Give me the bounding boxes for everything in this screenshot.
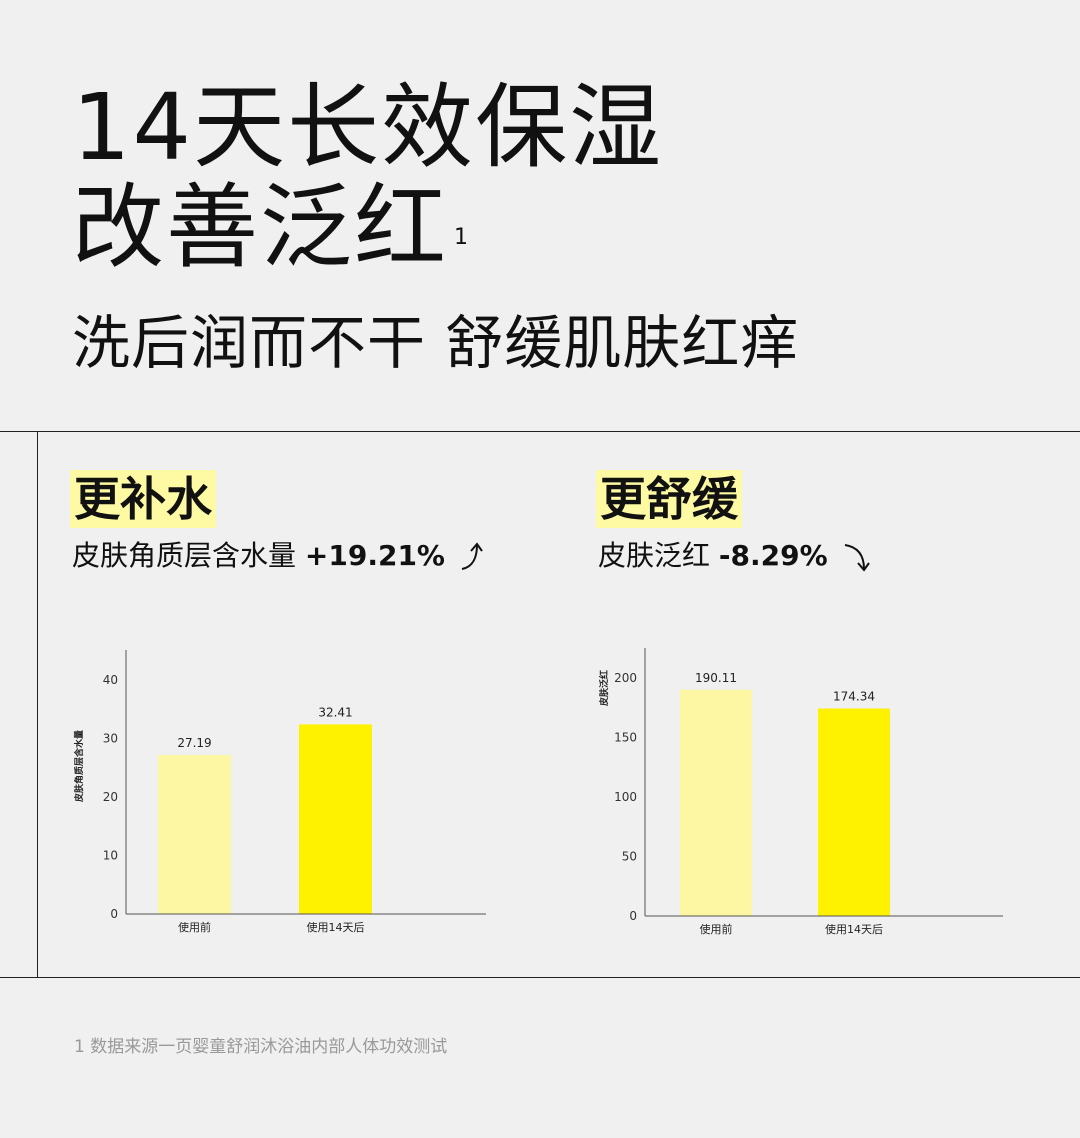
bar-before <box>158 754 231 914</box>
y-axis-label: 皮肤角质层含水量 <box>73 730 85 803</box>
y-tick-label: 50 <box>622 850 637 864</box>
y-tick-label: 30 <box>103 732 118 746</box>
metric-label: 皮肤角质层含水量 <box>72 539 305 572</box>
y-tick-label: 200 <box>614 671 637 685</box>
title-line-1: 14天长效保湿 <box>72 74 664 181</box>
page-title: 14天长效保湿 改善泛红 1 <box>72 78 663 278</box>
arrow-up-icon <box>461 542 483 570</box>
title-footnote-marker: 1 <box>454 225 471 250</box>
panel-metric-redness: 皮肤泛红 -8.29% <box>598 538 872 574</box>
y-tick-label: 20 <box>103 790 118 804</box>
y-tick-label: 100 <box>614 790 637 804</box>
x-tick-label: 使用前 <box>178 920 211 934</box>
bottom-divider <box>0 977 1080 978</box>
arrow-down-icon <box>844 544 870 572</box>
x-tick-label: 使用14天后 <box>307 921 365 934</box>
metric-value: +19.21% <box>304 539 445 572</box>
y-axis-label: 皮肤泛红 <box>598 670 610 707</box>
data-label: 174.34 <box>833 690 875 704</box>
y-tick-label: 0 <box>110 907 118 921</box>
chart-redness: 190.11 使用前 174.34 使用14天后 0 50 100 150 200 皮肤泛红 <box>598 648 1003 936</box>
y-tick-label: 10 <box>103 849 118 863</box>
page-subtitle: 洗后润而不干 舒缓肌肤红痒 <box>72 309 800 377</box>
panel-heading-hydration: 更补水 <box>70 470 216 528</box>
y-tick-label: 0 <box>629 909 637 923</box>
y-tick-label: 40 <box>103 673 118 687</box>
panel-heading-soothing: 更舒缓 <box>596 470 742 528</box>
data-label: 27.19 <box>177 736 211 750</box>
x-tick-label: 使用14天后 <box>825 923 883 936</box>
bar-before <box>680 689 752 916</box>
chart-hydration: 27.19 使用前 32.41 使用14天后 0 10 20 30 40 皮肤角质层含水量 <box>73 650 486 934</box>
bar-after <box>818 708 890 916</box>
y-tick-label: 150 <box>614 731 637 745</box>
bar-after <box>299 724 372 914</box>
panel-metric-hydration: 皮肤角质层含水量 +19.21% <box>72 538 485 574</box>
title-line-2: 改善泛红 <box>72 174 449 281</box>
metric-value: -8.29% <box>718 539 828 572</box>
data-label: 190.11 <box>695 671 737 685</box>
footnote: 1 数据来源一页婴童舒润沐浴油内部人体功效测试 <box>74 1037 448 1057</box>
top-divider <box>0 431 1080 432</box>
left-divider <box>37 432 38 978</box>
x-tick-label: 使用前 <box>700 922 733 936</box>
metric-label: 皮肤泛红 <box>598 539 719 572</box>
data-label: 32.41 <box>318 705 352 719</box>
